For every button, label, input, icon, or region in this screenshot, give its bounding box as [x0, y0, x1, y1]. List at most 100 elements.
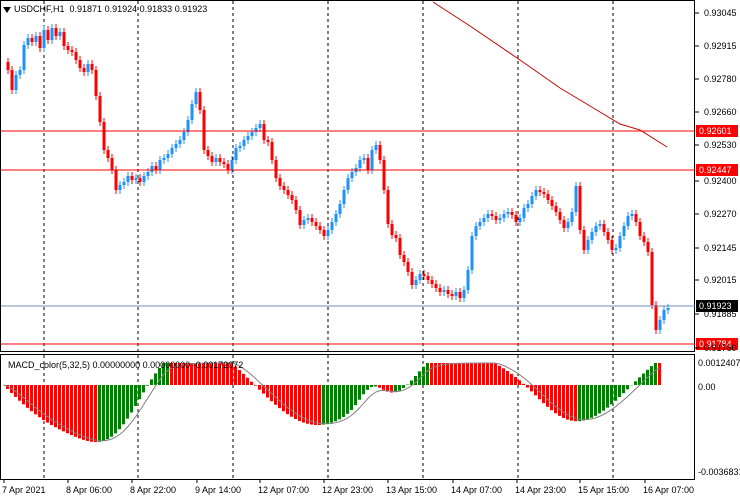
chart-menu-triangle-icon[interactable]	[3, 7, 11, 13]
candle-body	[386, 190, 390, 224]
macd-bar	[326, 385, 329, 424]
candle-body	[186, 120, 190, 132]
macd-bar	[454, 363, 457, 385]
candle-body	[422, 274, 426, 276]
macd-bar	[62, 385, 65, 432]
open-value: 0.91871	[69, 4, 103, 14]
candle-body	[166, 154, 170, 158]
macd-bar	[330, 385, 333, 423]
candle-body	[546, 194, 550, 200]
candle-body	[390, 224, 394, 235]
level-price-tag	[696, 338, 738, 350]
macd-bar	[606, 385, 609, 408]
macd-bar	[562, 385, 565, 419]
macd-bar	[102, 385, 105, 441]
candle-body	[358, 160, 362, 168]
price-tick-label: 0.92660	[704, 107, 737, 117]
macd-bar	[182, 363, 185, 385]
candle-body	[154, 166, 158, 170]
candle-body	[538, 190, 542, 192]
candle-body	[594, 226, 598, 232]
candle-body	[126, 176, 130, 182]
candle-body	[614, 248, 618, 250]
macd-bar	[422, 366, 425, 385]
macd-bar	[446, 363, 449, 385]
close-value: 0.91923	[174, 4, 208, 14]
macd-bar	[486, 363, 489, 385]
macd-bar	[30, 385, 33, 412]
macd-bar	[230, 363, 233, 385]
candle-body	[494, 216, 498, 220]
candle-body	[618, 236, 622, 248]
candle-body	[274, 160, 278, 178]
macd-bar	[458, 363, 461, 385]
price-tick-label: 0.92145	[704, 243, 737, 253]
macd-bar	[6, 385, 9, 390]
candle-body	[530, 196, 534, 204]
candle-body	[418, 274, 422, 280]
macd-bar	[526, 385, 529, 388]
candle-body	[202, 110, 206, 150]
macd-bar	[350, 385, 353, 410]
symbol-timeframe: USDCHF,H1	[14, 4, 65, 14]
candle-body	[498, 218, 502, 220]
candle-body	[382, 160, 386, 190]
candle-body	[466, 270, 470, 290]
macd-bar	[262, 385, 265, 394]
candle-body	[410, 272, 414, 285]
candle-body	[238, 146, 242, 148]
candle-body	[6, 62, 10, 70]
candle-body	[222, 162, 226, 164]
level-price-label: 0.92447	[699, 165, 732, 175]
candle-body	[194, 92, 198, 104]
macd-bar	[38, 385, 41, 418]
candle-body	[242, 140, 246, 146]
candle-body	[210, 156, 214, 162]
macd-bar	[354, 385, 357, 406]
macd-bar	[338, 385, 341, 420]
candle-body	[622, 226, 626, 236]
level-price-tag	[696, 164, 738, 176]
macd-bar	[522, 383, 525, 385]
candle-body	[430, 280, 434, 284]
candle-body	[446, 290, 450, 294]
macd-bar	[138, 385, 141, 400]
horizontal-levels[interactable]: 0.92601 0.92447 0.91923 0.91784	[1, 125, 738, 350]
macd-bar	[362, 385, 365, 395]
candle-body	[610, 240, 614, 250]
macd-bar	[58, 385, 61, 430]
candle-body	[330, 222, 334, 230]
candle-body	[322, 230, 326, 236]
candle-body	[282, 186, 286, 190]
macd-bar	[638, 377, 641, 385]
macd-label: MACD_color(5,32,5)	[8, 360, 91, 370]
candle-body	[170, 148, 174, 154]
macd-bar	[130, 385, 133, 413]
candle-body	[578, 186, 582, 230]
macd-bar	[430, 363, 433, 385]
candle-body	[662, 310, 666, 320]
candle-body	[290, 195, 294, 200]
macd-bar	[626, 385, 629, 390]
time-tick-label: 9 Apr 14:00	[195, 485, 241, 495]
candle-body	[518, 218, 522, 222]
candle-body	[570, 212, 574, 222]
candle-body	[566, 222, 570, 228]
macd-bar	[94, 385, 97, 443]
macd-bar	[210, 363, 213, 385]
macd-bar	[198, 363, 201, 385]
candle-body	[18, 70, 22, 75]
macd-bar	[450, 363, 453, 385]
candle-body	[138, 178, 142, 182]
candle-body	[562, 220, 566, 228]
macd-bar	[342, 385, 345, 417]
time-axis[interactable]: 7 Apr 2021 8 Apr 06:00 8 Apr 22:00 9 Apr 14…	[2, 479, 694, 495]
macd-axis: 0.0012407 0.00 -0.0036831	[698, 358, 740, 477]
candle-body	[402, 255, 406, 262]
price-axis[interactable]: 0.93045 0.92915 0.92780 0.92660 0.92530 0.924…	[695, 8, 737, 353]
candle-body	[178, 140, 182, 144]
candle-body	[438, 288, 442, 292]
macd-bar	[478, 363, 481, 385]
macd-bar	[242, 373, 245, 385]
